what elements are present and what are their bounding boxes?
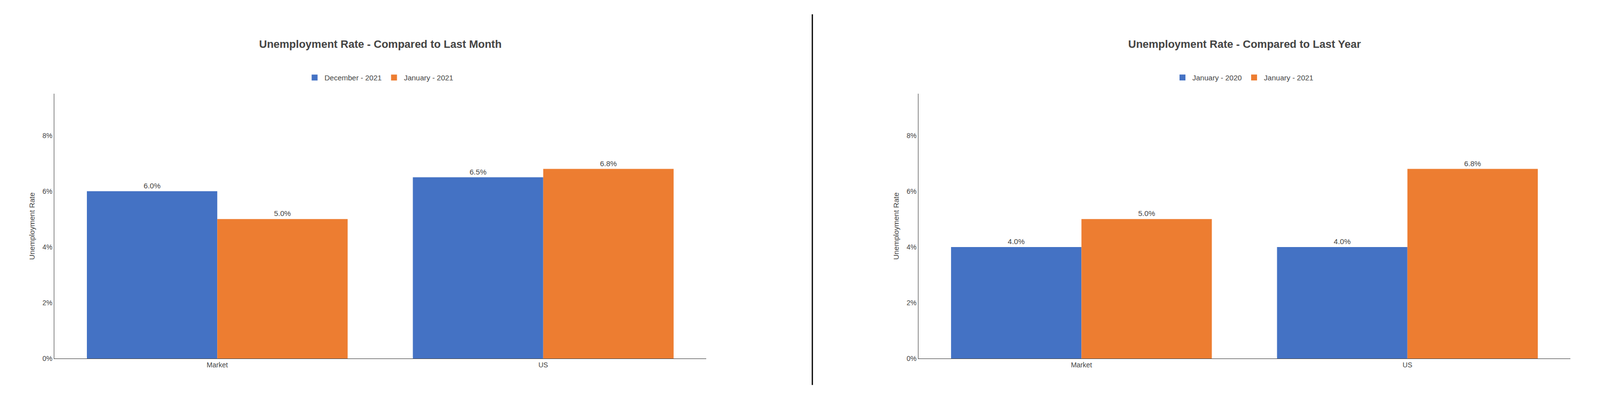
svg-text:4%: 4% <box>42 243 53 252</box>
svg-text:5.0%: 5.0% <box>1138 209 1155 218</box>
svg-text:2%: 2% <box>906 299 917 307</box>
svg-text:Unemployment Rate: Unemployment Rate <box>27 192 37 261</box>
svg-text:6%: 6% <box>906 187 917 196</box>
svg-text:6.8%: 6.8% <box>1464 159 1482 168</box>
svg-text:January - 2020: January - 2020 <box>1192 73 1242 82</box>
svg-text:2%: 2% <box>42 299 53 307</box>
svg-text:Unemployment Rate - Compared t: Unemployment Rate - Compared to Last Yea… <box>1128 38 1362 51</box>
svg-text:Unemployment Rate - Compared t: Unemployment Rate - Compared to Last Mon… <box>259 38 502 51</box>
svg-text:4.0%: 4.0% <box>1333 237 1351 246</box>
svg-text:0%: 0% <box>42 354 53 363</box>
svg-text:6.5%: 6.5% <box>469 167 487 177</box>
svg-text:6.8%: 6.8% <box>600 159 617 168</box>
svg-text:4.0%: 4.0% <box>1007 237 1025 246</box>
svg-text:6%: 6% <box>42 187 53 196</box>
svg-text:US: US <box>1402 361 1412 370</box>
svg-text:January - 2021: January - 2021 <box>403 73 454 82</box>
svg-text:4%: 4% <box>906 243 917 252</box>
svg-text:Unemployment Rate: Unemployment Rate <box>891 192 901 261</box>
svg-text:December - 2021: December - 2021 <box>324 73 382 82</box>
svg-text:Market: Market <box>1070 361 1093 370</box>
svg-text:6.0%: 6.0% <box>143 181 161 191</box>
svg-text:Market: Market <box>206 361 229 370</box>
svg-text:US: US <box>538 361 548 370</box>
svg-text:0%: 0% <box>906 354 917 363</box>
svg-text:8%: 8% <box>906 131 917 140</box>
svg-text:5.0%: 5.0% <box>273 209 291 218</box>
svg-text:8%: 8% <box>42 131 53 140</box>
svg-text:January - 2021: January - 2021 <box>1263 73 1314 82</box>
